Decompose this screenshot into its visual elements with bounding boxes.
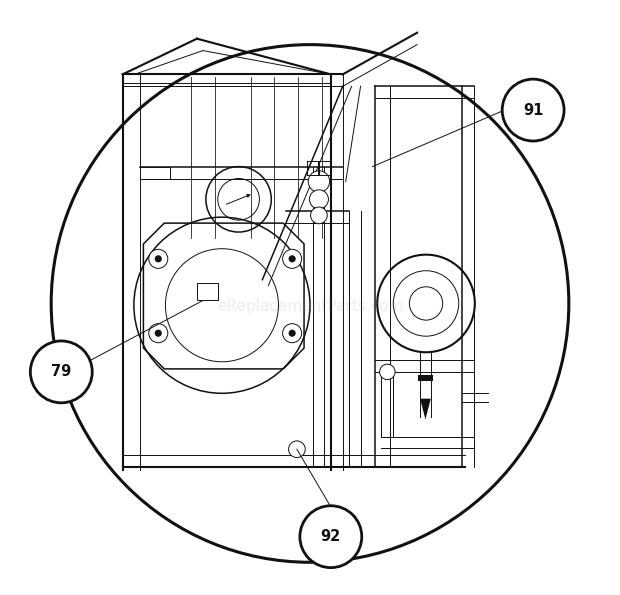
Polygon shape <box>197 283 218 300</box>
Circle shape <box>288 255 296 262</box>
Text: 92: 92 <box>321 529 341 544</box>
Circle shape <box>155 255 162 262</box>
Circle shape <box>502 79 564 141</box>
Circle shape <box>288 330 296 337</box>
Polygon shape <box>420 399 431 419</box>
Text: eReplacementParts.com: eReplacementParts.com <box>217 299 403 314</box>
Circle shape <box>283 324 302 343</box>
Circle shape <box>155 330 162 337</box>
Circle shape <box>309 190 329 209</box>
Circle shape <box>288 441 305 458</box>
Text: 91: 91 <box>523 102 543 118</box>
Circle shape <box>379 364 395 380</box>
Circle shape <box>149 324 168 343</box>
Circle shape <box>311 207 327 224</box>
Circle shape <box>300 506 361 568</box>
Circle shape <box>149 249 168 268</box>
Text: 79: 79 <box>51 364 71 380</box>
Circle shape <box>30 341 92 403</box>
Circle shape <box>308 171 330 192</box>
Circle shape <box>283 249 302 268</box>
Polygon shape <box>418 375 433 381</box>
